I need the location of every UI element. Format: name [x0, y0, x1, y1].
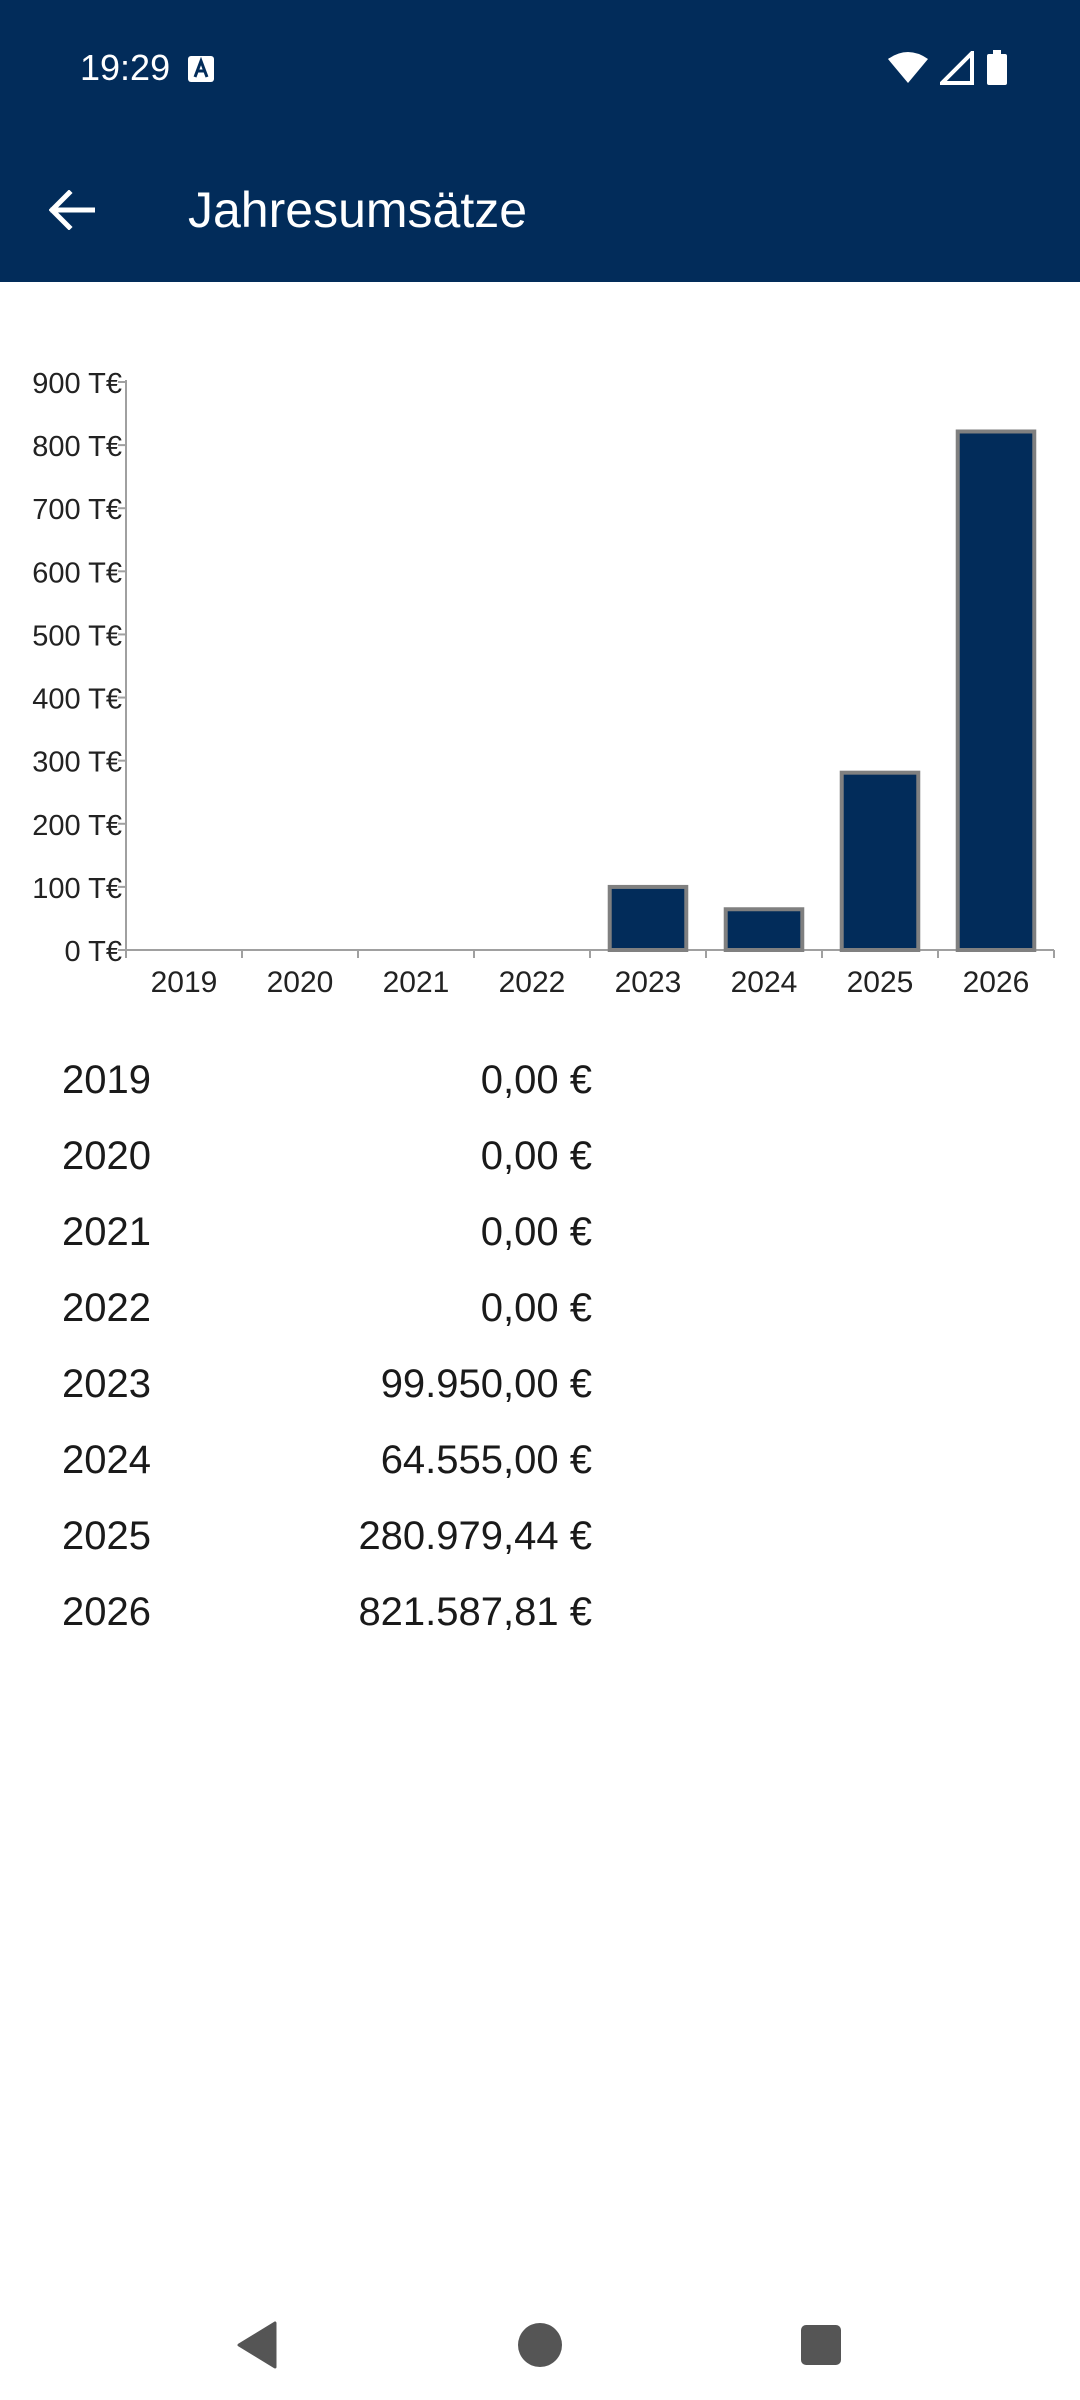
- row-amount: 0,00 €: [480, 1058, 592, 1102]
- row-amount: 0,00 €: [480, 1286, 592, 1330]
- row-amount: 64.555,00 €: [380, 1438, 592, 1482]
- table-row: 2025 280.979,44 €: [0, 1498, 1080, 1574]
- status-time: 19:29: [80, 47, 171, 88]
- revenue-table: 2019 0,00 € 2020 0,00 € 2021 0,00 € 2022 0,00 €…: [0, 1042, 1080, 1650]
- system-nav-bar: [0, 2290, 1080, 2400]
- battery-icon: [987, 50, 1007, 85]
- status-icons: [888, 50, 1008, 86]
- row-year: 2026: [62, 1590, 151, 1634]
- x-tick-label: 2023: [615, 966, 682, 999]
- nav-home-button[interactable]: [505, 2310, 575, 2380]
- row-amount: 0,00 €: [480, 1210, 592, 1254]
- y-tick-label: 200 T€: [32, 810, 122, 842]
- nav-back-button[interactable]: [222, 2310, 292, 2380]
- arrow-back-icon: [49, 190, 95, 230]
- bar-2024: [723, 907, 805, 952]
- table-row: 2021 0,00 €: [0, 1194, 1080, 1270]
- y-tick-label: 0 T€: [64, 936, 122, 968]
- row-year: 2021: [62, 1210, 151, 1254]
- y-tick-label: 100 T€: [32, 873, 122, 905]
- row-amount: 821.587,81 €: [358, 1590, 592, 1634]
- nav-back-icon: [237, 2321, 277, 2369]
- y-tick-label: 900 T€: [32, 368, 122, 400]
- keyboard-a-icon: [188, 56, 214, 82]
- row-amount: 0,00 €: [480, 1134, 592, 1178]
- table-row: 2024 64.555,00 €: [0, 1422, 1080, 1498]
- y-tick-label: 300 T€: [32, 747, 122, 779]
- row-year: 2019: [62, 1058, 151, 1102]
- x-tick-label: 2022: [499, 966, 566, 999]
- y-tick-label: 400 T€: [32, 684, 122, 716]
- x-tick-label: 2020: [267, 966, 334, 999]
- row-year: 2023: [62, 1362, 151, 1406]
- wifi-icon: [888, 52, 928, 83]
- x-tick-label: 2019: [151, 966, 218, 999]
- row-year: 2022: [62, 1286, 151, 1330]
- nav-recents-icon: [801, 2325, 841, 2365]
- row-amount: 280.979,44 €: [358, 1514, 592, 1558]
- row-year: 2020: [62, 1134, 151, 1178]
- table-row: 2020 0,00 €: [0, 1118, 1080, 1194]
- revenue-bar-chart: 0 T€ 100 T€ 200 T€ 300 T€ 400 T€ 500 T€ 600 T€…: [32, 368, 1055, 999]
- y-tick-label: 700 T€: [32, 494, 122, 526]
- bar-2025: [839, 770, 921, 952]
- nav-recents-button[interactable]: [786, 2310, 856, 2380]
- bar-2023: [607, 884, 689, 953]
- row-amount: 99.950,00 €: [380, 1362, 592, 1406]
- x-tick-label: 2024: [731, 966, 798, 999]
- row-year: 2025: [62, 1514, 151, 1558]
- table-row: 2026 821.587,81 €: [0, 1574, 1080, 1650]
- x-tick-label: 2025: [847, 966, 914, 999]
- table-row: 2022 0,00 €: [0, 1270, 1080, 1346]
- y-tick-label: 500 T€: [32, 620, 122, 652]
- table-row: 2019 0,00 €: [0, 1042, 1080, 1118]
- nav-home-icon: [518, 2323, 562, 2367]
- x-tick-label: 2021: [383, 966, 450, 999]
- row-year: 2024: [62, 1438, 151, 1482]
- y-tick-label: 600 T€: [32, 557, 122, 589]
- app-bar: 19:29 Jahresumsätze: [0, 0, 1080, 282]
- back-button[interactable]: [30, 168, 114, 252]
- y-tick-label: 800 T€: [32, 431, 122, 463]
- signal-icon: [940, 51, 974, 85]
- table-row: 2023 99.950,00 €: [0, 1346, 1080, 1422]
- x-tick-label: 2026: [963, 966, 1030, 999]
- page-title: Jahresumsätze: [188, 182, 528, 238]
- bar-2026: [955, 429, 1037, 952]
